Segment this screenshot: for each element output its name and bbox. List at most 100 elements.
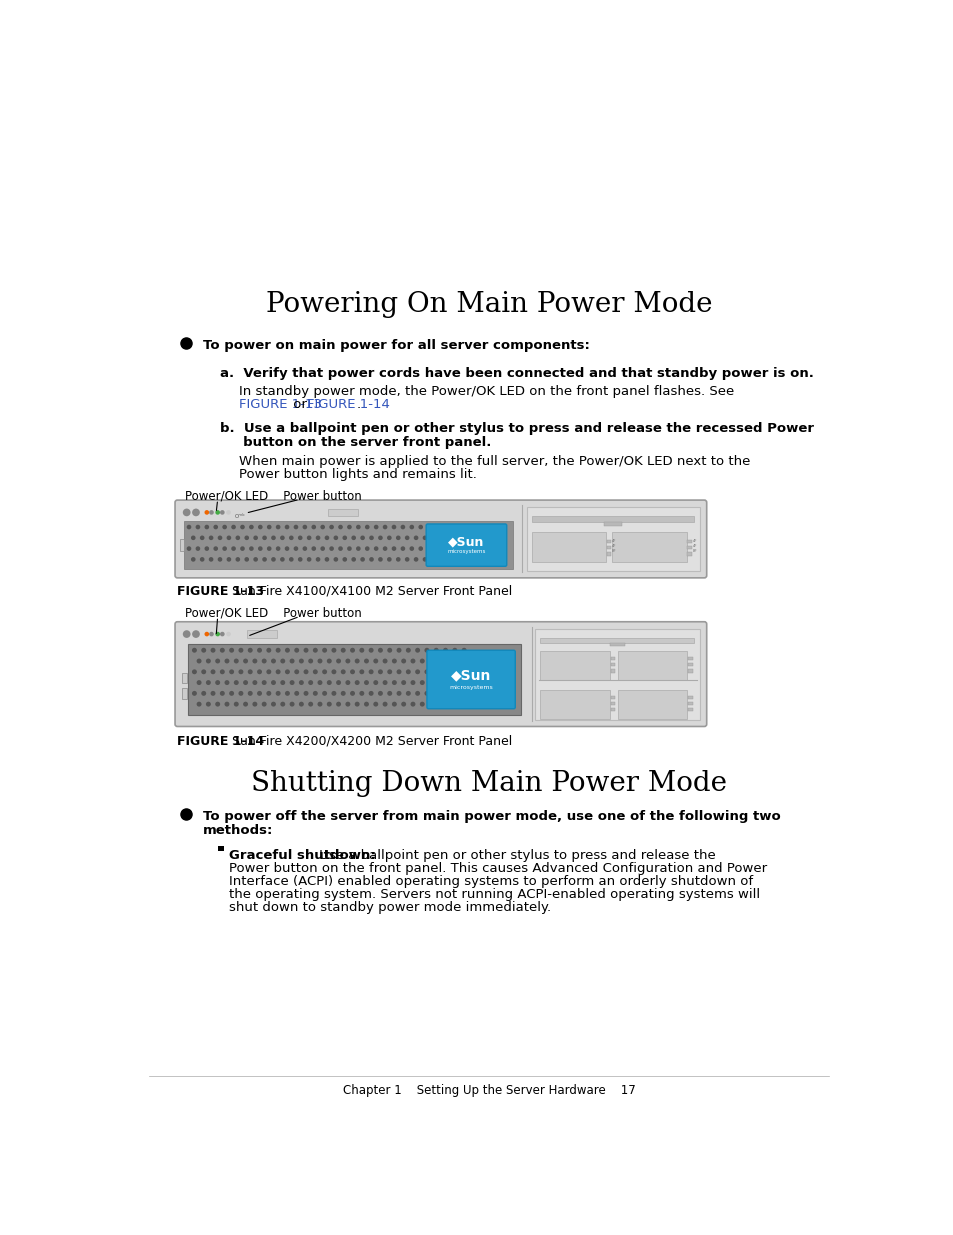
- Text: Interface (ACPI) enabled operating systems to perform an orderly shutdown of: Interface (ACPI) enabled operating syste…: [229, 876, 753, 888]
- Circle shape: [334, 557, 337, 562]
- Circle shape: [400, 525, 405, 530]
- Circle shape: [368, 669, 374, 674]
- Circle shape: [327, 701, 332, 706]
- Circle shape: [424, 669, 429, 674]
- Circle shape: [294, 669, 299, 674]
- Circle shape: [183, 509, 191, 516]
- Circle shape: [434, 648, 438, 653]
- Circle shape: [438, 680, 443, 685]
- Circle shape: [461, 648, 466, 653]
- Bar: [606, 552, 611, 556]
- Circle shape: [298, 701, 304, 706]
- Circle shape: [422, 536, 427, 540]
- Text: a.  Verify that power cords have been connected and that standby power is on.: a. Verify that power cords have been con…: [220, 367, 813, 380]
- Circle shape: [331, 669, 336, 674]
- Text: Oʼⁿᵇ: Oʼⁿᵇ: [234, 514, 245, 519]
- Circle shape: [331, 690, 336, 695]
- Circle shape: [199, 536, 204, 540]
- Circle shape: [226, 632, 231, 636]
- Circle shape: [317, 680, 322, 685]
- Circle shape: [215, 658, 220, 663]
- Circle shape: [324, 536, 329, 540]
- Circle shape: [429, 658, 434, 663]
- Circle shape: [434, 669, 438, 674]
- Circle shape: [360, 536, 365, 540]
- Circle shape: [387, 557, 392, 562]
- Circle shape: [235, 536, 240, 540]
- Bar: [610, 701, 615, 705]
- Circle shape: [271, 680, 275, 685]
- Circle shape: [256, 669, 262, 674]
- Circle shape: [231, 546, 235, 551]
- Circle shape: [410, 680, 415, 685]
- Circle shape: [206, 658, 211, 663]
- Circle shape: [206, 701, 211, 706]
- Text: Power button on the front panel. This causes Advanced Configuration and Power: Power button on the front panel. This ca…: [229, 862, 766, 874]
- Circle shape: [419, 701, 424, 706]
- Circle shape: [192, 630, 199, 638]
- Text: the operating system. Servers not running ACPI-enabled operating systems will: the operating system. Servers not runnin…: [229, 888, 760, 902]
- Circle shape: [462, 525, 467, 530]
- FancyBboxPatch shape: [427, 651, 515, 709]
- Circle shape: [480, 546, 485, 551]
- Bar: [606, 546, 611, 550]
- Circle shape: [267, 525, 272, 530]
- Circle shape: [196, 658, 201, 663]
- Circle shape: [235, 557, 240, 562]
- Circle shape: [243, 680, 248, 685]
- Circle shape: [253, 536, 257, 540]
- Circle shape: [187, 525, 192, 530]
- Circle shape: [382, 680, 387, 685]
- Text: methods:: methods:: [203, 824, 274, 837]
- Circle shape: [480, 525, 485, 530]
- Circle shape: [280, 680, 285, 685]
- Circle shape: [401, 680, 406, 685]
- Circle shape: [249, 525, 253, 530]
- Circle shape: [215, 680, 220, 685]
- Circle shape: [224, 701, 230, 706]
- Bar: [687, 669, 692, 673]
- Circle shape: [261, 701, 267, 706]
- Circle shape: [340, 669, 345, 674]
- Circle shape: [368, 690, 374, 695]
- Circle shape: [452, 648, 456, 653]
- Bar: [610, 669, 615, 673]
- Circle shape: [187, 546, 192, 551]
- Circle shape: [359, 669, 364, 674]
- Circle shape: [229, 690, 233, 695]
- Circle shape: [224, 658, 230, 663]
- Circle shape: [369, 536, 374, 540]
- Text: FIGURE 1-13: FIGURE 1-13: [177, 585, 264, 598]
- Circle shape: [311, 525, 315, 530]
- Text: ◆Sun: ◆Sun: [448, 536, 484, 548]
- Bar: [609, 642, 624, 646]
- Circle shape: [256, 648, 262, 653]
- Text: b.  Use a ballpoint pen or other stylus to press and release the recessed Power: b. Use a ballpoint pen or other stylus t…: [220, 422, 813, 435]
- Circle shape: [271, 701, 275, 706]
- Circle shape: [192, 648, 196, 653]
- FancyBboxPatch shape: [426, 524, 506, 567]
- Circle shape: [302, 546, 307, 551]
- Circle shape: [266, 690, 271, 695]
- Circle shape: [302, 525, 307, 530]
- Circle shape: [382, 525, 387, 530]
- Circle shape: [472, 546, 476, 551]
- Circle shape: [220, 632, 224, 636]
- Circle shape: [256, 690, 262, 695]
- Bar: [687, 701, 692, 705]
- Circle shape: [462, 546, 467, 551]
- Circle shape: [275, 669, 280, 674]
- Bar: [687, 657, 692, 661]
- Circle shape: [329, 546, 334, 551]
- Circle shape: [405, 690, 411, 695]
- Circle shape: [322, 690, 327, 695]
- Circle shape: [342, 557, 347, 562]
- Circle shape: [201, 648, 206, 653]
- Circle shape: [476, 557, 480, 562]
- Circle shape: [219, 669, 225, 674]
- Circle shape: [335, 658, 341, 663]
- Text: .: .: [356, 399, 360, 411]
- Circle shape: [284, 546, 289, 551]
- Circle shape: [409, 546, 414, 551]
- Circle shape: [324, 557, 329, 562]
